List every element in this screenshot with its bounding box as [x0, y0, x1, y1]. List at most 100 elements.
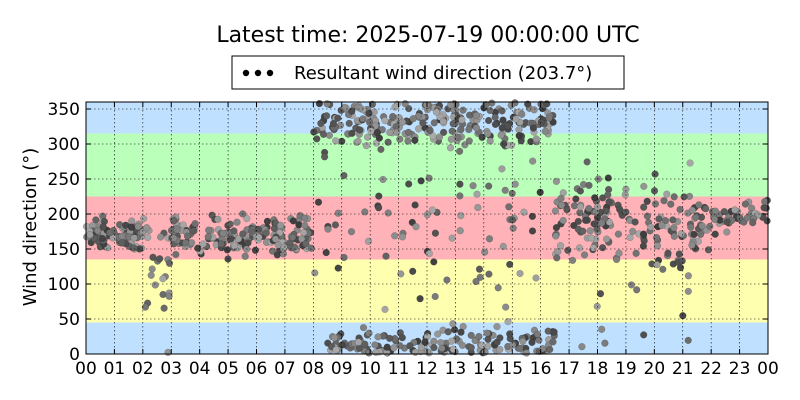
data-point	[398, 334, 406, 342]
data-point	[417, 343, 425, 351]
data-point	[629, 227, 637, 236]
data-point	[310, 128, 318, 136]
data-point	[518, 110, 526, 118]
data-point	[362, 141, 371, 150]
data-point	[696, 230, 705, 238]
data-point	[475, 265, 484, 273]
data-point	[364, 237, 373, 245]
data-point	[552, 177, 561, 186]
legend-box	[231, 55, 625, 90]
data-point	[743, 214, 751, 222]
data-point	[190, 227, 198, 235]
y-tick-label: 150	[48, 240, 80, 260]
data-point	[334, 264, 342, 272]
data-point	[605, 218, 614, 226]
data-point	[585, 204, 593, 213]
data-point	[474, 203, 482, 212]
data-point	[396, 135, 404, 143]
y-tick-label: 0	[69, 345, 80, 365]
data-point	[219, 229, 227, 237]
data-point	[465, 125, 473, 134]
data-point	[626, 233, 634, 242]
data-point	[425, 174, 433, 182]
y-tick-label: 300	[48, 135, 80, 155]
y-tick-label: 50	[58, 310, 80, 330]
data-point	[439, 117, 447, 126]
data-point	[564, 246, 572, 255]
data-point	[411, 136, 419, 144]
data-point	[486, 106, 494, 115]
data-point	[425, 249, 433, 258]
data-point	[639, 230, 648, 238]
data-point	[311, 269, 319, 277]
data-point	[156, 233, 165, 241]
y-tick-label: 200	[48, 205, 80, 225]
data-point	[372, 348, 380, 357]
data-point	[615, 205, 624, 213]
data-point	[509, 224, 517, 232]
data-point	[484, 130, 492, 138]
data-point	[431, 292, 439, 301]
data-point	[506, 330, 514, 338]
data-point	[493, 322, 501, 331]
data-point	[299, 228, 308, 237]
x-tick-label: 04	[189, 359, 211, 379]
data-point	[270, 224, 278, 233]
data-point	[172, 250, 180, 259]
data-point	[586, 227, 594, 235]
data-point	[512, 115, 520, 123]
data-point	[687, 223, 695, 231]
data-point	[334, 209, 342, 217]
data-point	[323, 100, 331, 108]
data-point	[365, 109, 373, 117]
data-point	[448, 127, 456, 135]
data-point	[289, 217, 297, 225]
data-point	[401, 100, 409, 108]
data-point	[340, 253, 348, 262]
data-point	[421, 338, 429, 346]
data-point	[599, 194, 607, 202]
data-point	[676, 205, 684, 214]
x-axis: 00 01 02 03 04 05 06 07 08 09 10 11 12 13 14 15 16 17 18 19…	[75, 102, 779, 379]
data-point	[404, 128, 413, 137]
data-point	[325, 131, 334, 140]
data-point	[435, 133, 444, 141]
data-point	[545, 114, 553, 122]
y-axis-label: Wind direction (°)	[20, 148, 41, 307]
data-point	[384, 138, 392, 146]
data-point	[307, 244, 315, 252]
data-point	[516, 269, 524, 278]
data-point	[230, 242, 239, 250]
y-tick-label: 100	[48, 275, 80, 295]
data-point	[481, 248, 489, 256]
x-tick-label: 21	[672, 359, 694, 379]
data-point	[604, 174, 612, 182]
data-point	[632, 249, 640, 257]
data-point	[379, 175, 387, 184]
data-point	[134, 222, 142, 231]
data-point	[552, 232, 560, 240]
data-point	[214, 215, 222, 223]
data-point	[301, 221, 309, 230]
data-point	[204, 233, 212, 241]
data-point	[652, 234, 661, 242]
data-point	[205, 226, 213, 234]
data-point	[340, 171, 348, 180]
data-point	[612, 255, 621, 264]
data-point	[384, 209, 392, 217]
data-point	[449, 320, 457, 328]
data-point	[454, 133, 462, 142]
data-point	[499, 140, 508, 148]
data-point	[324, 225, 332, 233]
data-point	[655, 215, 663, 223]
data-point	[533, 330, 542, 338]
grid-lines	[86, 102, 768, 354]
data-point	[317, 119, 325, 128]
data-point	[546, 345, 554, 354]
data-point	[498, 107, 506, 115]
data-point	[301, 214, 309, 222]
data-point	[505, 203, 513, 211]
data-point	[444, 328, 452, 336]
data-point	[598, 325, 606, 333]
data-point	[473, 190, 481, 198]
